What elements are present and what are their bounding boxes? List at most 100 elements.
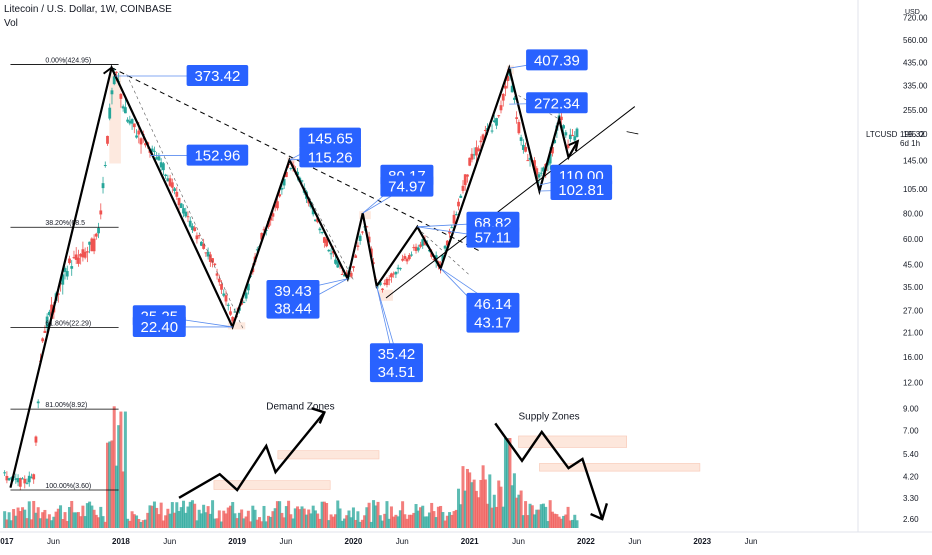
candle-body (410, 254, 413, 256)
price-tick-label: 255.00 (903, 106, 928, 115)
volume-bar (550, 511, 554, 528)
candle-body (296, 171, 299, 176)
fib-level-label: 0.00%(424.95) (45, 57, 91, 64)
candle-body (329, 253, 333, 255)
volume-bar (401, 501, 405, 528)
candle-body (539, 172, 543, 174)
volume-bar (365, 507, 369, 528)
currency-label: USD (905, 9, 920, 16)
volume-bar (182, 500, 186, 528)
volume-bar (562, 515, 566, 528)
volume-bar (521, 515, 525, 528)
volume-bar (235, 518, 239, 528)
volume-bar (313, 510, 317, 528)
volume-bar (512, 473, 516, 528)
volume-bar (342, 518, 346, 528)
candle-body (548, 153, 552, 164)
volume-zone (277, 450, 380, 460)
volume-bar (159, 502, 163, 528)
volume-bar (325, 502, 329, 528)
candle-body (311, 207, 315, 215)
zone-annotation: Supply Zones (519, 411, 580, 422)
pattern-end-arrowhead (568, 139, 580, 152)
candle-body (492, 120, 496, 122)
candle-body (193, 227, 197, 232)
candle-body (448, 231, 451, 234)
price-callout-box (299, 146, 361, 168)
volume-bar (394, 514, 398, 528)
candle-body (450, 227, 454, 229)
candle-body (360, 231, 364, 233)
candle-body (199, 241, 203, 246)
candle-body (202, 243, 206, 249)
candle-body (454, 214, 458, 216)
volume-zone (539, 463, 701, 472)
volume-bar (208, 513, 212, 528)
volume-bar (56, 508, 60, 528)
candle-body (472, 154, 476, 156)
candle-body (108, 107, 112, 119)
candle-body (269, 217, 273, 221)
volume-bar (150, 505, 154, 528)
volume-bar (170, 502, 174, 528)
time-tick-label: Jun (512, 537, 525, 546)
volume-bar (530, 505, 534, 528)
volume-bar (450, 514, 454, 528)
candle-body (144, 143, 147, 146)
volume-bar (41, 512, 45, 528)
candle-body (115, 71, 118, 73)
volume-bar (184, 512, 188, 528)
volume-bar (18, 511, 22, 528)
candle-body (30, 477, 33, 479)
price-tick-label: 35.00 (903, 283, 924, 292)
candle-body (179, 203, 183, 209)
volume-bar (5, 519, 9, 528)
symbol-title: Litecoin / U.S. Dollar, 1W, COINBASE (4, 4, 172, 15)
candle-body (123, 107, 127, 114)
candle-body (322, 237, 326, 243)
volume-bar (144, 519, 148, 528)
volume-bar (52, 516, 56, 528)
candle-body (119, 93, 123, 99)
candle-body (25, 482, 29, 484)
volume-bar (448, 512, 452, 528)
volume-bar (351, 507, 355, 528)
volume-bar (9, 520, 13, 528)
volume-bar (155, 507, 159, 528)
time-tick-label: Jun (163, 537, 176, 546)
volume-bar (231, 502, 235, 528)
candle-body (61, 274, 65, 285)
candle-body (90, 238, 94, 252)
volume-bar (130, 511, 134, 528)
volume-bar (468, 472, 472, 528)
candle-body (242, 302, 246, 304)
descending-trendline (111, 67, 482, 253)
volume-bar (481, 465, 485, 528)
candle-body (510, 85, 514, 93)
volume-bar (206, 506, 210, 528)
price-tick-label: 60.00 (903, 235, 924, 244)
candle-body (97, 227, 100, 234)
candle-body (21, 478, 24, 480)
volume-bar (222, 510, 226, 528)
price-tick-label: 45.00 (903, 261, 924, 270)
candle-body (490, 130, 494, 132)
volume-indicator-label: Vol (4, 18, 18, 29)
volume-zone (213, 480, 331, 490)
volume-bar (3, 511, 7, 528)
candle-body (358, 235, 362, 241)
candle-body (83, 251, 87, 258)
time-tick-label: Jun (396, 537, 409, 546)
volume-bar (336, 500, 340, 528)
price-zone (227, 322, 246, 330)
candle-body (170, 182, 174, 188)
candle-body (85, 251, 89, 253)
volume-bar (291, 518, 295, 528)
candle-body (226, 304, 230, 306)
volume-bar (197, 509, 201, 528)
volume-bar (282, 517, 286, 528)
candle-body (566, 144, 570, 148)
volume-bar (193, 503, 197, 528)
